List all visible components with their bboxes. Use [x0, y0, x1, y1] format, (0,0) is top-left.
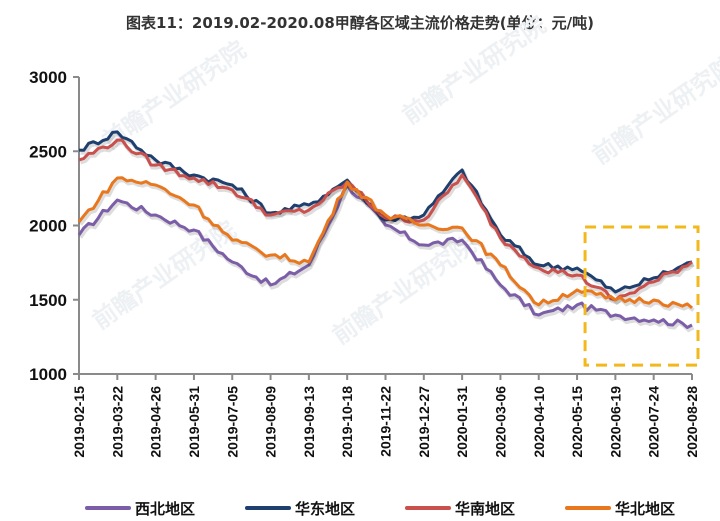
x-tick-label: 2020-01-31: [454, 386, 470, 458]
legend-swatch: [404, 506, 451, 510]
legend-item: 西北地区: [84, 498, 195, 519]
y-tick-label: 3000: [29, 68, 67, 87]
watermark-text: 前瞻产业研究院: [397, 11, 551, 130]
x-tick-label: 2019-04-26: [148, 386, 164, 458]
x-tick-label: 2020-07-24: [646, 386, 662, 458]
x-tick-label: 2019-05-31: [186, 386, 202, 458]
legend: 西北地区 华东地区 华南地区 华北地区: [60, 496, 700, 520]
watermark-text: 前瞻产业研究院: [87, 216, 241, 335]
x-tick-label: 2020-06-19: [607, 386, 623, 458]
x-tick-label: 2019-07-05: [224, 386, 240, 458]
dashed-highlight-rect: [583, 225, 700, 367]
x-tick-label: 2019-12-27: [416, 386, 432, 458]
legend-swatch: [564, 506, 611, 510]
series-line: [78, 130, 693, 294]
x-tick-label: 2020-08-28: [684, 386, 700, 458]
watermark-text: 前瞻产业研究院: [587, 51, 720, 170]
y-tick-label: 2000: [29, 217, 67, 236]
y-tick-label: 1500: [29, 291, 67, 310]
legend-label: 华东地区: [294, 499, 355, 518]
x-tick-label: 2019-02-15: [71, 386, 87, 458]
y-tick-label: 2500: [29, 142, 67, 161]
chart-title: 图表11：2019.02-2020.08甲醇各区域主流价格走势(单位：元/吨): [126, 14, 594, 32]
x-tick-label: 2019-09-13: [301, 386, 317, 458]
x-tick-label: 2019-08-09: [263, 386, 279, 458]
legend-label: 华南地区: [454, 499, 515, 518]
legend-swatch: [84, 506, 131, 510]
y-tick-label: 1000: [29, 365, 67, 384]
legend-item: 华北地区: [564, 498, 675, 519]
highlight-box: [583, 225, 700, 367]
legend-label: 华北地区: [614, 499, 675, 518]
axes: 1000 1500 2000 2500 3000 2019-02-15 2019-03-22…: [29, 68, 700, 458]
x-tick-label: 2019-10-18: [339, 386, 355, 458]
legend-item: 华东地区: [244, 498, 355, 519]
x-tick-label: 2019-11-22: [378, 386, 394, 457]
legend-label: 西北地区: [134, 499, 195, 518]
series-line: [78, 138, 693, 302]
legend-swatch: [244, 506, 291, 510]
x-tick-label: 2019-03-22: [109, 386, 125, 458]
watermark-text: 前瞻产业研究院: [327, 231, 481, 350]
series-line: [77, 183, 693, 329]
x-tick-label: 2020-05-15: [569, 386, 585, 458]
x-tick-label: 2020-04-10: [531, 386, 547, 458]
x-tick-label: 2020-03-06: [492, 386, 508, 458]
series-lines: [77, 130, 695, 333]
legend-item: 华南地区: [404, 498, 515, 519]
series-line: [77, 176, 693, 310]
